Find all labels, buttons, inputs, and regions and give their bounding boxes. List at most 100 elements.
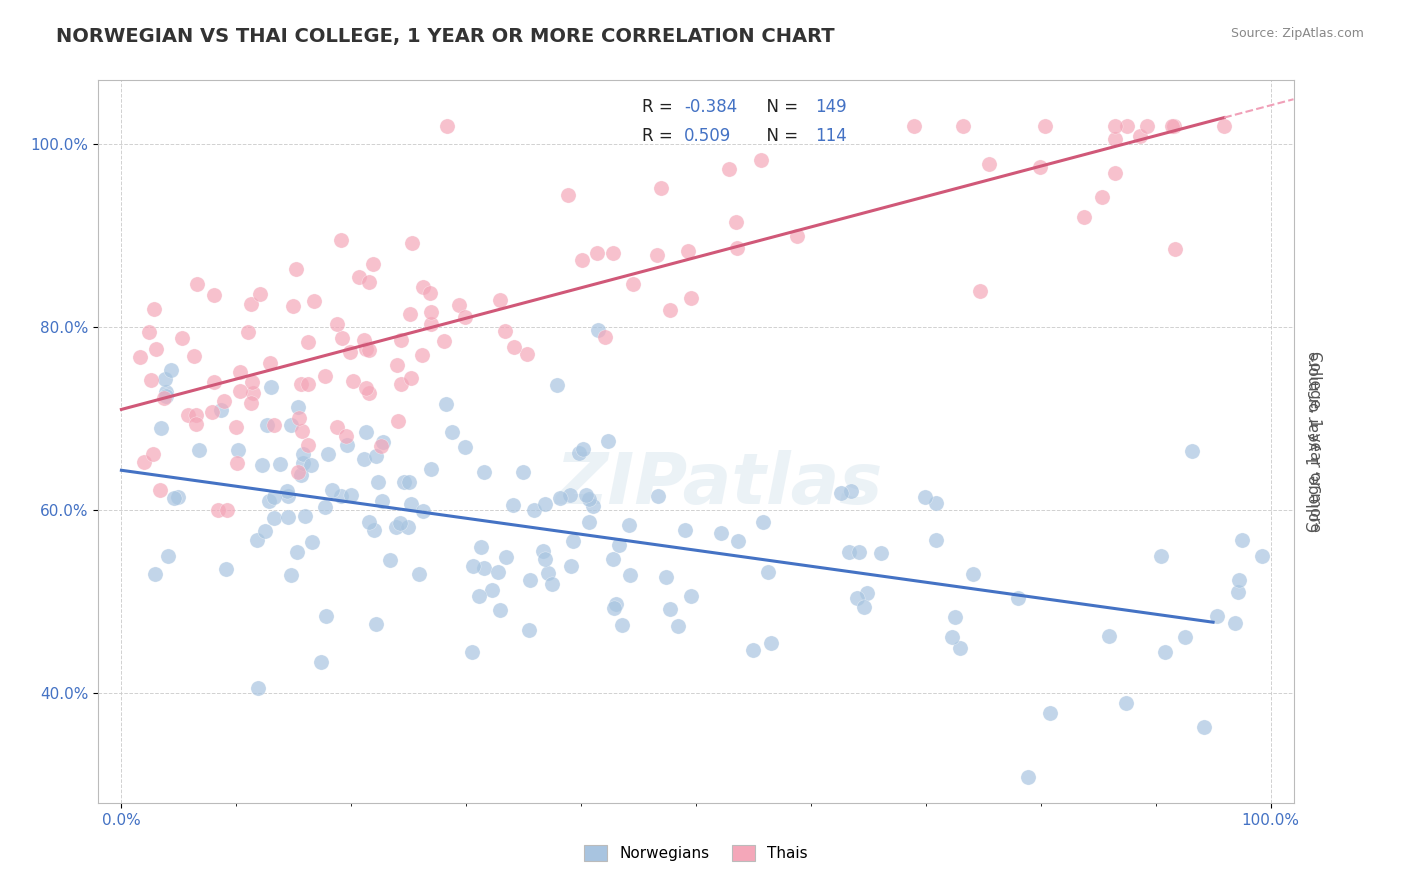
Point xyxy=(1104,119,1126,133)
Point xyxy=(142,448,165,462)
Point xyxy=(512,465,534,479)
Point xyxy=(155,384,177,399)
Point xyxy=(202,287,225,301)
Point xyxy=(357,385,380,400)
Point xyxy=(401,235,423,250)
Point xyxy=(679,291,702,305)
Point xyxy=(502,498,524,512)
Point xyxy=(277,510,299,524)
Point xyxy=(1227,585,1250,599)
Y-axis label: College, 1 year or more: College, 1 year or more xyxy=(1308,351,1323,532)
Point xyxy=(167,490,190,504)
Point xyxy=(412,280,434,294)
Point xyxy=(292,447,315,461)
Point xyxy=(596,434,619,448)
Point xyxy=(384,520,406,534)
Text: -0.384: -0.384 xyxy=(685,98,737,116)
Y-axis label: College, 1 year or more: College, 1 year or more xyxy=(1308,351,1323,532)
Point xyxy=(853,600,876,615)
Point xyxy=(263,418,285,433)
Point xyxy=(249,287,271,301)
Point xyxy=(436,119,458,133)
Point xyxy=(177,408,200,422)
Legend: Norwegians, Thais: Norwegians, Thais xyxy=(578,839,814,867)
Point xyxy=(1091,190,1114,204)
Point xyxy=(1150,549,1173,564)
Point xyxy=(353,452,375,467)
Point xyxy=(291,424,314,438)
Point xyxy=(558,488,581,502)
Point xyxy=(454,440,477,454)
Point xyxy=(1116,119,1139,133)
Point xyxy=(673,523,696,537)
Point xyxy=(1073,210,1095,224)
Point xyxy=(340,487,363,501)
Point xyxy=(578,515,600,529)
Point xyxy=(412,504,434,518)
Text: 114: 114 xyxy=(815,128,848,145)
Point xyxy=(441,425,464,439)
Point xyxy=(212,393,235,408)
Point xyxy=(287,465,309,479)
Point xyxy=(399,307,422,321)
Point xyxy=(1174,630,1197,644)
Point xyxy=(242,385,264,400)
Point xyxy=(280,417,302,432)
Point xyxy=(186,408,208,422)
Point xyxy=(536,566,558,580)
Point xyxy=(269,457,291,471)
Point xyxy=(188,442,211,457)
Point xyxy=(419,285,441,300)
Point xyxy=(1129,129,1152,144)
Point xyxy=(290,377,312,392)
Point xyxy=(353,334,375,348)
Point xyxy=(299,458,322,472)
Point xyxy=(201,405,224,419)
Point xyxy=(1230,533,1253,548)
Point xyxy=(488,603,510,617)
Point xyxy=(294,509,316,524)
Point xyxy=(602,246,624,260)
Point xyxy=(256,418,278,433)
Point xyxy=(285,544,308,558)
Point xyxy=(297,377,319,392)
Point xyxy=(1136,119,1159,133)
Point xyxy=(225,456,247,470)
Point xyxy=(586,323,609,337)
Text: Source: ZipAtlas.com: Source: ZipAtlas.com xyxy=(1230,27,1364,40)
Point xyxy=(287,400,309,414)
Point xyxy=(941,630,963,644)
Point xyxy=(142,301,165,316)
Point xyxy=(1017,770,1039,784)
Text: R =: R = xyxy=(643,128,678,145)
Point xyxy=(925,533,948,547)
Point xyxy=(163,491,186,506)
Point xyxy=(710,526,733,541)
Text: NORWEGIAN VS THAI COLLEGE, 1 YEAR OR MORE CORRELATION CHART: NORWEGIAN VS THAI COLLEGE, 1 YEAR OR MOR… xyxy=(56,27,835,45)
Point xyxy=(924,495,946,509)
Point xyxy=(285,261,308,276)
Point xyxy=(250,458,273,472)
Point xyxy=(952,119,974,133)
Point xyxy=(1028,160,1050,174)
Point xyxy=(354,381,377,395)
Point xyxy=(533,498,555,512)
Point xyxy=(681,590,703,604)
Point xyxy=(357,275,380,289)
Point xyxy=(602,552,624,566)
Point xyxy=(1164,242,1187,256)
Point xyxy=(229,384,252,398)
Point xyxy=(472,560,495,574)
Point xyxy=(321,483,343,497)
Point xyxy=(291,456,314,470)
Point xyxy=(408,567,430,582)
Point xyxy=(367,475,389,490)
Point xyxy=(330,233,353,247)
Point xyxy=(548,491,571,505)
Point xyxy=(380,553,402,567)
Point xyxy=(461,644,484,658)
Point xyxy=(1213,119,1236,133)
Point xyxy=(727,533,749,548)
Point xyxy=(290,467,312,482)
Point xyxy=(1227,573,1250,587)
